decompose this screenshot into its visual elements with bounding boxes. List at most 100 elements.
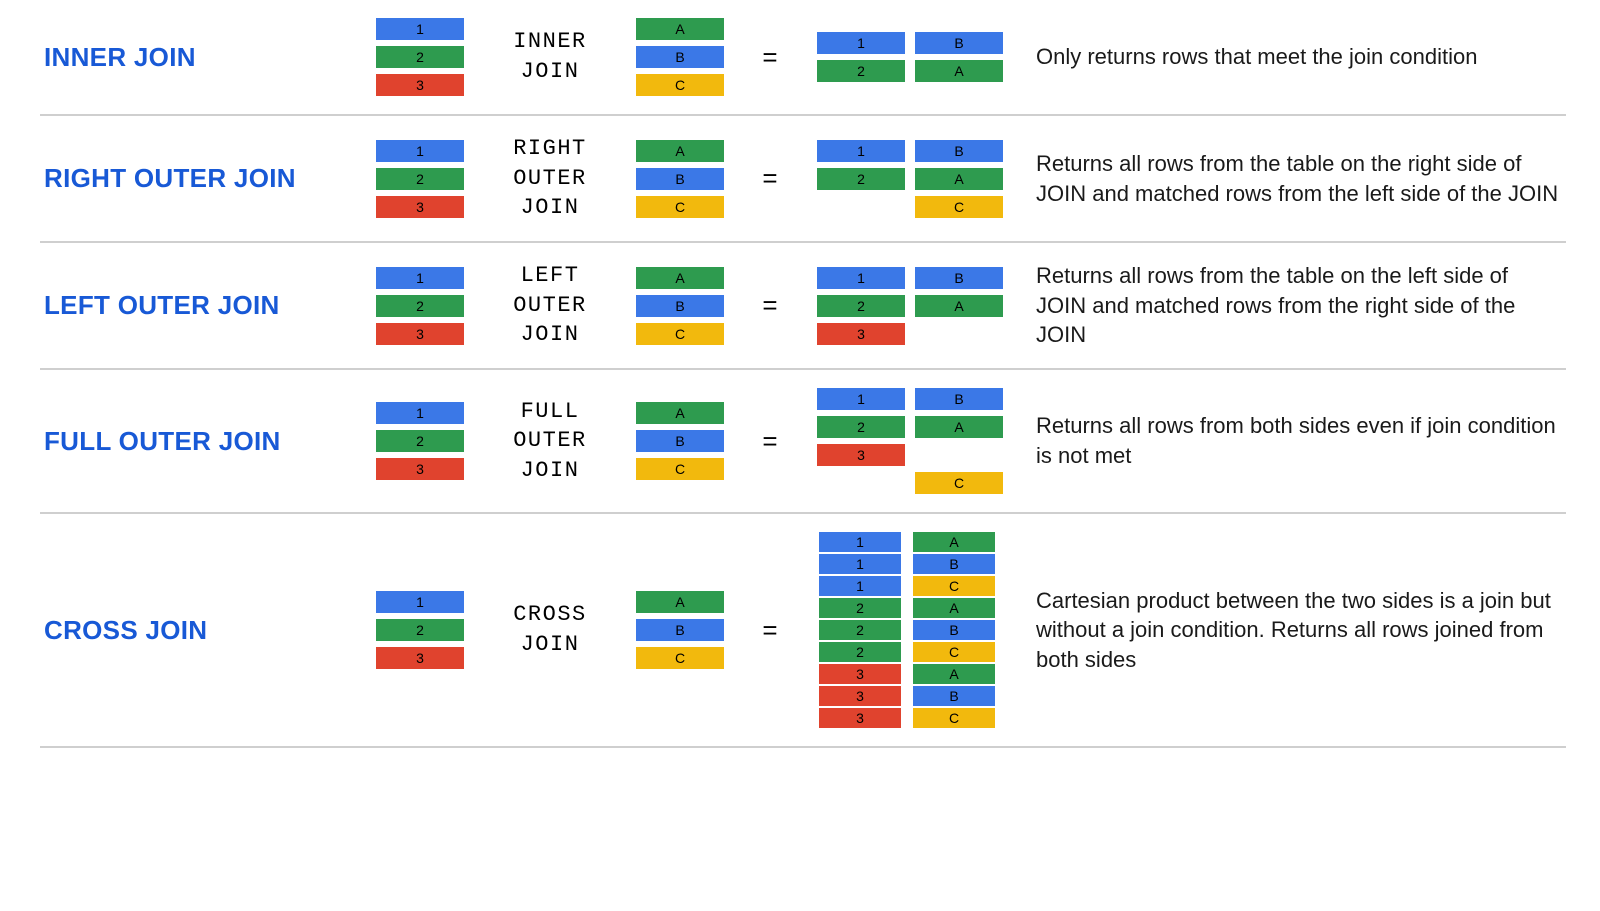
- data-cell: 2: [819, 642, 901, 662]
- join-title: LEFT OUTER JOIN: [40, 290, 350, 321]
- data-cell: 1: [817, 388, 905, 410]
- result-row: 3: [817, 323, 1003, 345]
- data-cell: 3: [376, 74, 464, 96]
- data-cell: 3: [376, 196, 464, 218]
- join-result: 1B2A: [800, 32, 1020, 82]
- join-description: Only returns rows that meet the join con…: [1030, 42, 1560, 72]
- data-cell: 1: [819, 576, 901, 596]
- data-cell: B: [913, 686, 995, 706]
- data-cell: 2: [376, 46, 464, 68]
- table-column: 1 2 3: [360, 267, 480, 345]
- table-column: 1 2 3: [360, 140, 480, 218]
- data-cell: 1: [376, 267, 464, 289]
- data-cell: B: [915, 388, 1003, 410]
- data-cell: A: [915, 168, 1003, 190]
- data-cell: B: [636, 46, 724, 68]
- data-cell: 1: [817, 140, 905, 162]
- data-cell: 3: [376, 458, 464, 480]
- data-cell: 1: [376, 591, 464, 613]
- equals-sign: =: [750, 42, 790, 73]
- data-cell: 1: [376, 140, 464, 162]
- result-row: C: [817, 196, 1003, 218]
- result-row: 3A: [819, 664, 1001, 684]
- data-cell: 3: [376, 647, 464, 669]
- data-cell: 2: [819, 620, 901, 640]
- data-cell: C: [636, 458, 724, 480]
- data-cell: C: [636, 323, 724, 345]
- equals-sign: =: [750, 615, 790, 646]
- result-row: 2A: [817, 295, 1003, 317]
- equals-sign: =: [750, 163, 790, 194]
- join-operator-label: CROSS JOIN: [490, 600, 610, 659]
- join-result: 1B2A3: [800, 267, 1020, 345]
- data-cell: 2: [376, 295, 464, 317]
- table-column: 1 2 3: [360, 18, 480, 96]
- data-cell: 3: [819, 708, 901, 728]
- data-cell: 1: [817, 267, 905, 289]
- join-description: Cartesian product between the two sides …: [1030, 586, 1560, 675]
- result-row: 2B: [819, 620, 1001, 640]
- table-column: 1 2 3: [360, 591, 480, 669]
- data-cell: [817, 196, 905, 218]
- data-cell: A: [913, 664, 995, 684]
- join-description: Returns all rows from the table on the r…: [1030, 149, 1560, 208]
- data-cell: [915, 323, 1003, 345]
- join-operator-label: RIGHT OUTER JOIN: [490, 134, 610, 223]
- data-cell: 2: [817, 295, 905, 317]
- data-cell: B: [636, 619, 724, 641]
- data-cell: A: [636, 140, 724, 162]
- data-cell: A: [915, 295, 1003, 317]
- data-cell: 1: [817, 32, 905, 54]
- join-operator-label: INNER JOIN: [490, 27, 610, 86]
- data-cell: 3: [376, 323, 464, 345]
- result-row: 1C: [819, 576, 1001, 596]
- result-row: 1B: [817, 32, 1003, 54]
- data-cell: 3: [819, 686, 901, 706]
- result-row: 1B: [817, 267, 1003, 289]
- join-result: 1B2A3C: [800, 388, 1020, 494]
- data-cell: B: [913, 554, 995, 574]
- join-title: INNER JOIN: [40, 42, 350, 73]
- table-column: ABC: [620, 140, 740, 218]
- data-cell: 3: [819, 664, 901, 684]
- join-description: Returns all rows from the table on the l…: [1030, 261, 1560, 350]
- equals-sign: =: [750, 426, 790, 457]
- table-column: 123: [360, 402, 480, 480]
- data-cell: 3: [817, 444, 905, 466]
- data-cell: 2: [819, 598, 901, 618]
- data-cell: B: [913, 620, 995, 640]
- join-row: RIGHT OUTER JOIN123RIGHT OUTER JOINABC=1…: [40, 114, 1566, 243]
- result-row: 3C: [819, 708, 1001, 728]
- result-row: 1A: [819, 532, 1001, 552]
- data-cell: 1: [376, 18, 464, 40]
- data-cell: 1: [819, 554, 901, 574]
- table-column: ABC: [620, 267, 740, 345]
- data-cell: C: [636, 647, 724, 669]
- data-cell: 1: [819, 532, 901, 552]
- data-cell: 2: [376, 619, 464, 641]
- join-row: FULL OUTER JOIN123FULL OUTER JOINABC=1B2…: [40, 368, 1566, 514]
- join-title: FULL OUTER JOIN: [40, 426, 350, 457]
- join-operator-label: FULL OUTER JOIN: [490, 397, 610, 486]
- data-cell: A: [915, 60, 1003, 82]
- result-row: 3: [817, 444, 1003, 466]
- data-cell: [915, 444, 1003, 466]
- data-cell: 3: [817, 323, 905, 345]
- data-cell: 1: [376, 402, 464, 424]
- join-operator-label: LEFT OUTER JOIN: [490, 261, 610, 350]
- result-row: 2A: [817, 416, 1003, 438]
- join-result: 1B2AC: [800, 140, 1020, 218]
- data-cell: A: [636, 18, 724, 40]
- data-cell: B: [636, 430, 724, 452]
- join-row: LEFT OUTER JOIN123LEFT OUTER JOINABC=1B2…: [40, 241, 1566, 370]
- table-column: ABC: [620, 18, 740, 96]
- data-cell: A: [636, 402, 724, 424]
- data-cell: [817, 472, 905, 494]
- data-cell: C: [915, 196, 1003, 218]
- data-cell: 2: [376, 168, 464, 190]
- data-cell: B: [636, 295, 724, 317]
- result-row: 3B: [819, 686, 1001, 706]
- data-cell: B: [915, 140, 1003, 162]
- join-result: 1A1B1C2A2B2C3A3B3C: [800, 532, 1020, 728]
- data-cell: 2: [817, 416, 905, 438]
